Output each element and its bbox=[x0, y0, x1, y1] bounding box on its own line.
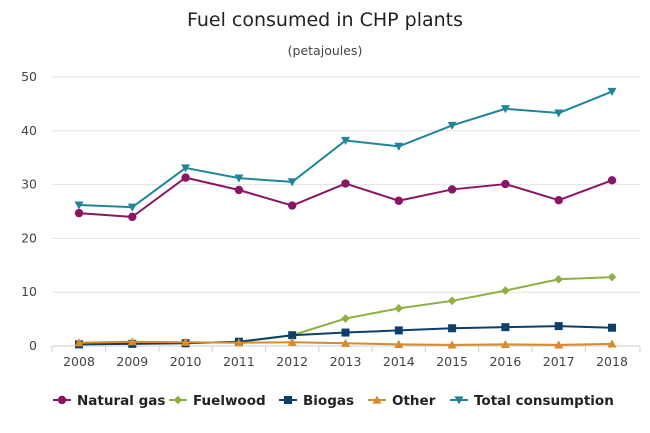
data-point-other bbox=[181, 337, 191, 346]
data-point-natural-gas bbox=[447, 185, 457, 194]
series-line-total-consumption bbox=[78, 90, 613, 209]
x-tick-label: 2011 bbox=[223, 354, 255, 369]
y-tick-label: 30 bbox=[21, 177, 37, 192]
data-point-other bbox=[127, 337, 137, 346]
data-point-biogas bbox=[501, 323, 510, 332]
legend-label: Other bbox=[392, 393, 436, 409]
x-tick-label: 2018 bbox=[596, 354, 628, 369]
series-total-consumption bbox=[74, 87, 617, 212]
data-point-total-consumption bbox=[341, 136, 350, 145]
data-point-fuelwood bbox=[501, 286, 510, 295]
y-tick-label: 40 bbox=[21, 123, 37, 138]
legend-label: Biogas bbox=[303, 393, 354, 409]
x-axis-ticks: 2008 2009 2010 2011 2012 2013 2014 2015 2016 2017… bbox=[51, 346, 641, 369]
data-point-total-consumption bbox=[394, 142, 404, 151]
y-tick-label: 50 bbox=[21, 69, 37, 84]
legend-marker bbox=[454, 396, 464, 405]
y-axis-ticks: 0 10 20 30 40 50 bbox=[21, 69, 37, 353]
data-point-other bbox=[234, 338, 244, 347]
data-point-biogas bbox=[554, 322, 563, 331]
data-point-total-consumption bbox=[74, 201, 84, 210]
data-point-fuelwood bbox=[394, 304, 404, 313]
legend-label: Total consumption bbox=[474, 393, 614, 409]
data-point-total-consumption bbox=[607, 87, 617, 97]
series-natural-gas bbox=[74, 173, 617, 222]
chart-title: Fuel consumed in CHP plants bbox=[187, 9, 463, 31]
data-point-other bbox=[341, 338, 350, 347]
legend-item-biogas[interactable]: Biogas bbox=[279, 393, 354, 409]
x-tick-label: 2015 bbox=[436, 354, 468, 369]
x-tick-label: 2008 bbox=[63, 354, 95, 369]
y-tick-label: 10 bbox=[21, 284, 37, 299]
data-point-fuelwood bbox=[554, 274, 563, 284]
legend-item-other[interactable]: Other bbox=[368, 393, 436, 409]
data-point-other bbox=[74, 338, 84, 347]
data-point-biogas bbox=[448, 324, 457, 333]
data-point-other bbox=[500, 339, 510, 348]
legend-item-natural-gas[interactable]: Natural gas bbox=[53, 393, 165, 409]
data-point-other bbox=[447, 340, 457, 349]
x-tick-label: 2014 bbox=[383, 354, 415, 369]
legend-item-total-consumption[interactable]: Total consumption bbox=[450, 393, 614, 409]
x-tick-label: 2013 bbox=[330, 354, 362, 369]
data-point-natural-gas bbox=[394, 196, 403, 205]
data-point-natural-gas bbox=[554, 196, 563, 205]
legend-marker bbox=[173, 395, 183, 405]
legend-label: Natural gas bbox=[77, 393, 165, 409]
data-point-natural-gas bbox=[341, 179, 350, 188]
y-tick-label: 0 bbox=[29, 338, 37, 353]
legend-marker bbox=[372, 395, 382, 404]
data-point-biogas bbox=[608, 323, 616, 332]
data-point-biogas bbox=[341, 328, 350, 337]
data-point-natural-gas bbox=[607, 176, 617, 185]
legend-item-fuelwood[interactable]: Fuelwood bbox=[169, 393, 266, 409]
data-point-fuelwood bbox=[341, 314, 350, 323]
data-point-natural-gas bbox=[288, 201, 297, 210]
data-point-total-consumption bbox=[500, 105, 510, 114]
data-point-fuelwood bbox=[447, 296, 457, 306]
y-tick-label: 20 bbox=[21, 230, 37, 245]
data-point-other bbox=[554, 340, 564, 349]
x-tick-label: 2010 bbox=[170, 354, 202, 369]
series-other bbox=[74, 337, 617, 349]
x-tick-label: 2017 bbox=[543, 354, 575, 369]
legend-marker bbox=[57, 395, 67, 405]
chart-subtitle: (petajoules) bbox=[288, 43, 363, 58]
legend[interactable]: Natural gas Fuelwood Biogas Other Total cons… bbox=[53, 393, 614, 409]
data-point-natural-gas bbox=[501, 179, 510, 189]
legend-marker bbox=[284, 396, 292, 404]
data-point-natural-gas bbox=[181, 173, 190, 182]
x-tick-label: 2012 bbox=[276, 354, 308, 369]
data-point-biogas bbox=[288, 331, 297, 340]
data-point-natural-gas bbox=[128, 212, 137, 222]
data-point-other bbox=[287, 337, 297, 346]
x-tick-label: 2016 bbox=[489, 354, 521, 369]
data-point-fuelwood bbox=[607, 272, 617, 282]
data-point-other bbox=[607, 339, 617, 348]
x-tick-label: 2009 bbox=[116, 354, 148, 369]
data-point-total-consumption bbox=[554, 109, 564, 118]
data-point-total-consumption bbox=[127, 203, 137, 212]
data-point-total-consumption bbox=[234, 174, 244, 183]
data-point-natural-gas bbox=[74, 208, 84, 218]
series-group bbox=[74, 87, 617, 349]
data-point-other bbox=[394, 339, 404, 348]
data-point-total-consumption bbox=[181, 164, 191, 173]
data-point-total-consumption bbox=[447, 121, 457, 130]
data-point-total-consumption bbox=[287, 178, 297, 187]
data-point-natural-gas bbox=[234, 185, 244, 195]
legend-label: Fuelwood bbox=[193, 393, 266, 409]
data-point-biogas bbox=[394, 326, 403, 335]
